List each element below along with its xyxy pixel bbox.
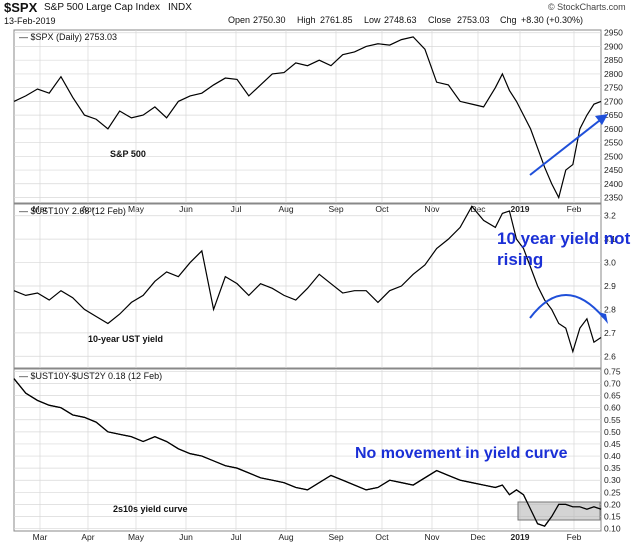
y-tick-label: 0.40 [604,451,621,461]
y-tick-label: 2550 [604,138,623,148]
y-tick-label: 2850 [604,55,623,65]
y-tick-label: 2800 [604,69,623,79]
y-tick-label: 2900 [604,41,623,51]
y-tick-label: 0.35 [604,463,621,473]
x-tick-label: Dec [470,532,486,542]
arrow-head-icon [595,114,608,125]
symbol-label: $SPX [4,0,38,15]
y-tick-label: 2400 [604,179,623,189]
x-tick-label: Sep [328,532,343,542]
rising-arrow-icon [529,116,605,176]
x-tick-label: May [128,204,145,214]
y-tick-label: 2700 [604,96,623,106]
series-label-top: S&P 500 [110,149,146,159]
y-tick-label: 0.15 [604,511,621,521]
y-tick-label: 0.10 [604,524,621,534]
y-tick-label: 2450 [604,165,623,175]
chg-label: Chg [500,15,517,25]
chg-value: +8.30 (+0.30%) [521,15,584,25]
index-name: S&P 500 Large Cap Index [44,2,161,13]
close-label: Close [428,15,452,25]
y-tick-label: 2.9 [604,281,616,291]
high-label: High [297,15,316,25]
y-tick-label: 0.75 [604,366,621,376]
y-tick-label: 3.1 [604,234,616,244]
x-tick-label: Dec [470,204,486,214]
x-tick-label: Jul [231,532,242,542]
y-tick-label: 0.30 [604,475,621,485]
series-line-top [13,36,602,200]
x-tick-label: 2019 [511,532,530,542]
legend-bottom: — $UST10Y-$UST2Y 0.18 (12 Feb) [19,371,162,381]
y-tick-label: 2500 [604,151,623,161]
x-tick-label: May [128,532,145,542]
curved-arrow-icon [529,294,605,319]
y-tick-label: 0.55 [604,415,621,425]
legend-top: — $SPX (Daily) 2753.03 [19,32,117,42]
y-tick-label: 2350 [604,193,623,203]
watermark: © StockCharts.com [548,2,626,12]
y-tick-label: 0.65 [604,391,621,401]
y-tick-label: 0.25 [604,487,621,497]
x-tick-label: Nov [424,532,440,542]
chart-header: $SPX S&P 500 Large Cap Index INDX 13-Feb… [0,0,640,30]
annotation-curve: No movement in yield curve [355,445,568,462]
y-tick-label: 3.0 [604,258,616,268]
x-tick-label: Jun [179,532,193,542]
legend-middle: — $UST10Y 2.68 (12 Feb) [19,206,126,216]
panel-frame-bottom [13,368,602,532]
series-label-bottom: 2s10s yield curve [113,504,188,514]
exchange-label: INDX [168,2,192,13]
y-tick-label: 2.6 [604,351,616,361]
annotation-line-1: 10 year yield not [497,229,631,248]
y-tick-label: 0.50 [604,427,621,437]
x-tick-label: Nov [424,204,440,214]
date-label: 13-Feb-2019 [4,16,56,26]
y-tick-label: 3.2 [604,211,616,221]
y-tick-label: 2.7 [604,328,616,338]
x-tick-label: Feb [567,532,582,542]
y-tick-label: 2950 [604,28,623,38]
series-line-middle [13,205,602,354]
y-tick-label: 0.70 [604,379,621,389]
series-line-bottom-overlay [13,378,602,527]
x-tick-label: Mar [33,532,48,542]
low-value: 2748.63 [384,15,417,25]
y-tick-label: 2750 [604,83,623,93]
series-label-middle: 10-year UST yield [88,334,163,344]
y-tick-label: 2600 [604,124,623,134]
panel-frame-top [13,29,602,204]
y-tick-label: 0.60 [604,403,621,413]
curved-arrow-head-icon [598,312,608,324]
y-tick-label: 2650 [604,110,623,120]
open-label: Open [228,15,251,25]
low-label: Low [364,15,381,25]
y-tick-label: 0.45 [604,439,621,449]
high-value: 2761.85 [320,15,353,25]
x-tick-label: Oct [375,532,389,542]
x-tick-label: Apr [81,532,94,542]
open-value: 2750.30 [253,15,286,25]
y-tick-label: 0.20 [604,499,621,509]
y-tick-label: 2.8 [604,304,616,314]
x-tick-label: Aug [278,532,293,542]
close-value: 2753.03 [457,15,490,25]
annotation-line-2: rising [497,250,543,269]
